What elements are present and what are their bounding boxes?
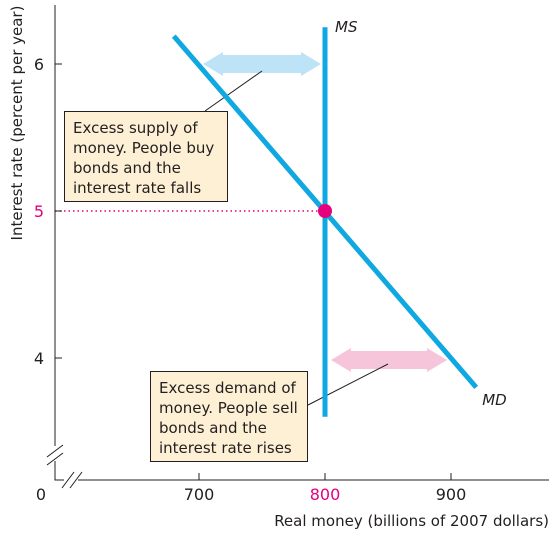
callout-line: interest rate falls (73, 179, 202, 197)
callout-line: bonds and the (159, 419, 267, 437)
x-tick-label: 900 (436, 485, 467, 504)
y-axis-title: Interest rate (percent per year) (8, 6, 26, 241)
excess-supply-arrow (203, 52, 321, 76)
excess-demand-callout: Excess demand of money. People sell bond… (150, 371, 308, 462)
callout-line: Excess supply of (73, 119, 198, 137)
x-axis-title: Real money (billions of 2007 dollars) (274, 512, 549, 530)
callout-line: bonds and the (73, 159, 181, 177)
x-axis-break-mark (61, 471, 75, 489)
ms-curve-label: MS (335, 18, 358, 36)
equilibrium-point (318, 204, 332, 218)
y-axis-break-mark (46, 452, 64, 466)
y-tick-label: 5 (34, 202, 44, 221)
excess-demand-leader-line (307, 363, 389, 406)
callout-line: money. People buy (73, 139, 215, 157)
y-axis-break-mark (46, 444, 64, 458)
excess-demand-arrow (331, 348, 447, 372)
y-tick-label: 4 (34, 349, 44, 368)
x-axis-break-mark (69, 471, 83, 489)
callout-line: interest rate rises (159, 439, 292, 457)
callout-line: money. People sell (159, 399, 298, 417)
excess-supply-leader-line (204, 70, 263, 112)
x-tick-label: 700 (184, 485, 215, 504)
origin-label: 0 (36, 485, 46, 504)
y-axis-lower-line (54, 461, 64, 481)
excess-supply-callout: Excess supply of money. People buy bonds… (64, 111, 228, 202)
y-tick-label: 6 (34, 55, 44, 74)
md-curve-label: MD (482, 391, 507, 409)
x-tick-label: 800 (310, 485, 341, 504)
callout-line: Excess demand of (159, 379, 296, 397)
